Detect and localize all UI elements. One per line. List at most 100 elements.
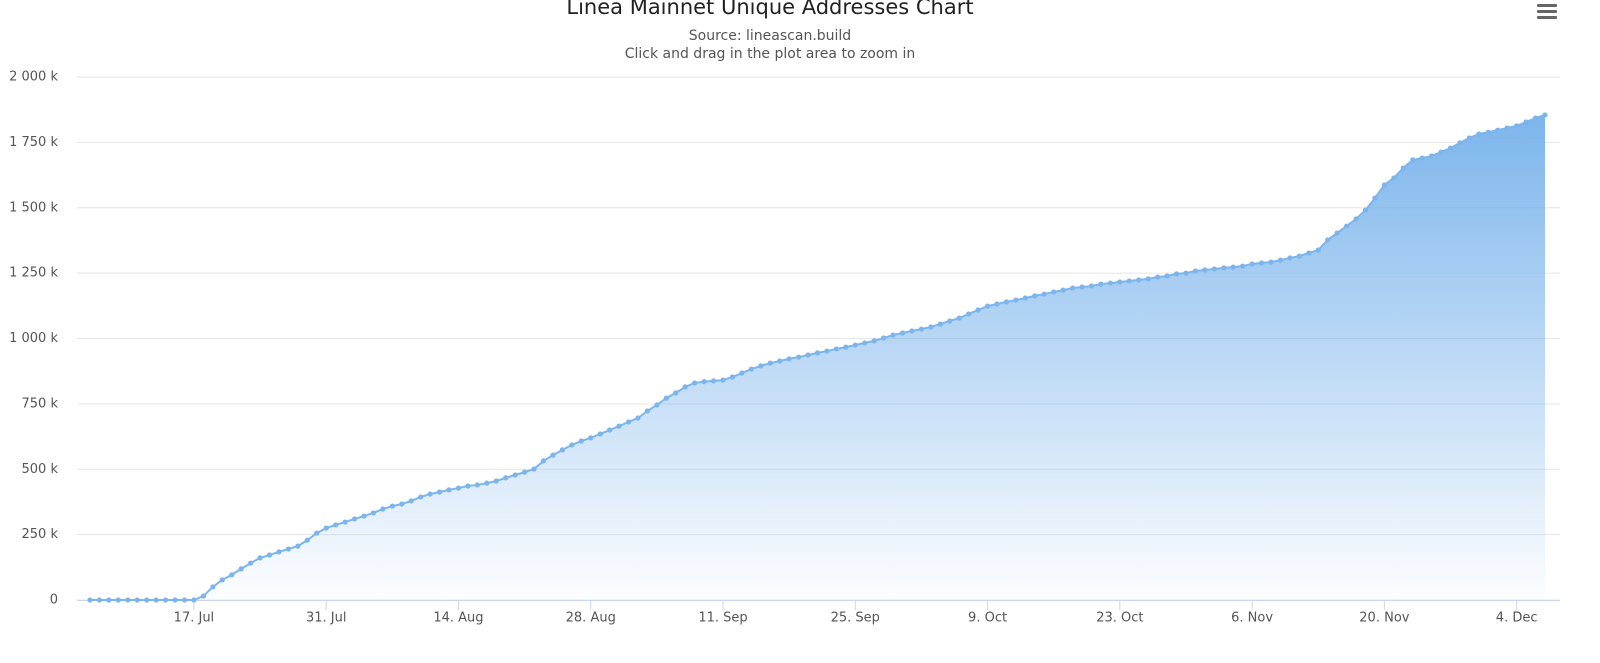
point-marker xyxy=(852,342,858,348)
x-tick-label: 25. Sep xyxy=(831,611,880,626)
y-tick-label: 1 000 k xyxy=(9,331,58,346)
point-marker xyxy=(1495,127,1501,133)
point-marker xyxy=(805,352,811,358)
point-marker xyxy=(295,543,301,549)
point-marker xyxy=(314,530,320,536)
point-marker xyxy=(1542,112,1548,118)
point-marker xyxy=(1532,115,1539,121)
point-marker xyxy=(248,560,254,566)
point-marker xyxy=(569,442,575,448)
point-marker xyxy=(1183,270,1189,276)
point-marker xyxy=(786,356,792,362)
point-marker xyxy=(1221,265,1227,271)
point-marker xyxy=(1145,276,1151,282)
point-marker xyxy=(1466,135,1473,141)
point-marker xyxy=(975,307,981,313)
point-marker xyxy=(1240,263,1246,269)
point-marker xyxy=(1117,279,1123,285)
point-marker xyxy=(106,597,112,603)
point-marker xyxy=(389,503,395,509)
point-marker xyxy=(210,584,216,590)
point-marker xyxy=(1457,140,1463,146)
point-marker xyxy=(285,546,292,552)
point-marker xyxy=(1211,266,1217,272)
point-marker xyxy=(162,597,169,603)
point-marker xyxy=(1447,145,1454,151)
point-marker xyxy=(1429,153,1435,159)
point-marker xyxy=(115,597,121,603)
point-marker xyxy=(701,379,707,385)
point-marker xyxy=(1051,289,1057,295)
point-marker xyxy=(1003,299,1010,305)
point-marker xyxy=(1334,230,1340,236)
point-marker xyxy=(692,380,698,386)
point-marker xyxy=(1315,247,1321,253)
point-marker xyxy=(484,480,490,486)
point-marker xyxy=(361,513,367,519)
point-marker xyxy=(1268,259,1274,265)
chart-title: Linea Mainnet Unique Addresses Chart xyxy=(566,0,973,19)
point-marker xyxy=(380,506,386,512)
point-marker xyxy=(1098,281,1104,287)
area-fill xyxy=(90,114,1545,600)
point-marker xyxy=(1155,274,1161,280)
point-marker xyxy=(1523,119,1529,125)
point-marker xyxy=(1372,195,1378,201)
point-marker xyxy=(616,423,622,429)
point-marker xyxy=(1249,261,1255,267)
point-marker xyxy=(276,549,282,555)
point-marker xyxy=(1192,268,1199,274)
point-marker xyxy=(1126,278,1132,284)
point-marker xyxy=(87,597,93,603)
point-marker xyxy=(1230,264,1236,270)
point-marker xyxy=(559,447,566,453)
point-marker xyxy=(1060,287,1066,293)
point-marker xyxy=(994,301,1000,307)
point-marker xyxy=(229,572,235,578)
x-tick-label: 4. Dec xyxy=(1496,611,1538,626)
point-marker xyxy=(833,346,839,352)
point-marker xyxy=(474,482,480,488)
point-marker xyxy=(1410,157,1416,163)
point-marker xyxy=(984,303,991,309)
point-marker xyxy=(408,498,414,504)
y-tick-label: 0 xyxy=(50,593,58,608)
point-marker xyxy=(172,597,178,603)
y-tick-label: 1 500 k xyxy=(9,200,58,215)
point-marker xyxy=(257,555,263,561)
point-marker xyxy=(1013,297,1019,303)
point-marker xyxy=(266,552,273,558)
point-marker xyxy=(588,435,594,441)
point-marker xyxy=(342,519,348,525)
point-marker xyxy=(814,350,821,356)
point-marker xyxy=(144,597,150,603)
x-tick-label: 6. Nov xyxy=(1231,611,1273,626)
point-marker xyxy=(1504,125,1510,131)
point-marker xyxy=(181,597,188,603)
point-marker xyxy=(871,338,877,344)
point-marker xyxy=(654,402,660,408)
y-tick-label: 1 250 k xyxy=(9,266,58,281)
point-marker xyxy=(465,483,471,489)
point-marker xyxy=(1277,257,1284,263)
point-marker xyxy=(238,566,244,572)
point-marker xyxy=(1306,250,1312,256)
point-marker xyxy=(1258,260,1265,266)
point-marker xyxy=(323,525,329,531)
point-marker xyxy=(493,478,499,484)
point-marker xyxy=(125,597,131,603)
menu-button[interactable] xyxy=(1537,4,1557,19)
point-marker xyxy=(947,318,953,324)
point-marker xyxy=(1164,273,1170,279)
point-marker xyxy=(200,593,206,599)
point-marker xyxy=(153,597,159,603)
point-marker xyxy=(333,522,339,528)
point-marker xyxy=(1400,165,1406,171)
point-marker xyxy=(758,363,764,369)
point-marker xyxy=(1476,131,1482,137)
y-tick-label: 500 k xyxy=(22,462,59,477)
x-tick-label: 17. Jul xyxy=(174,611,215,626)
y-tick-label: 750 k xyxy=(22,396,59,411)
